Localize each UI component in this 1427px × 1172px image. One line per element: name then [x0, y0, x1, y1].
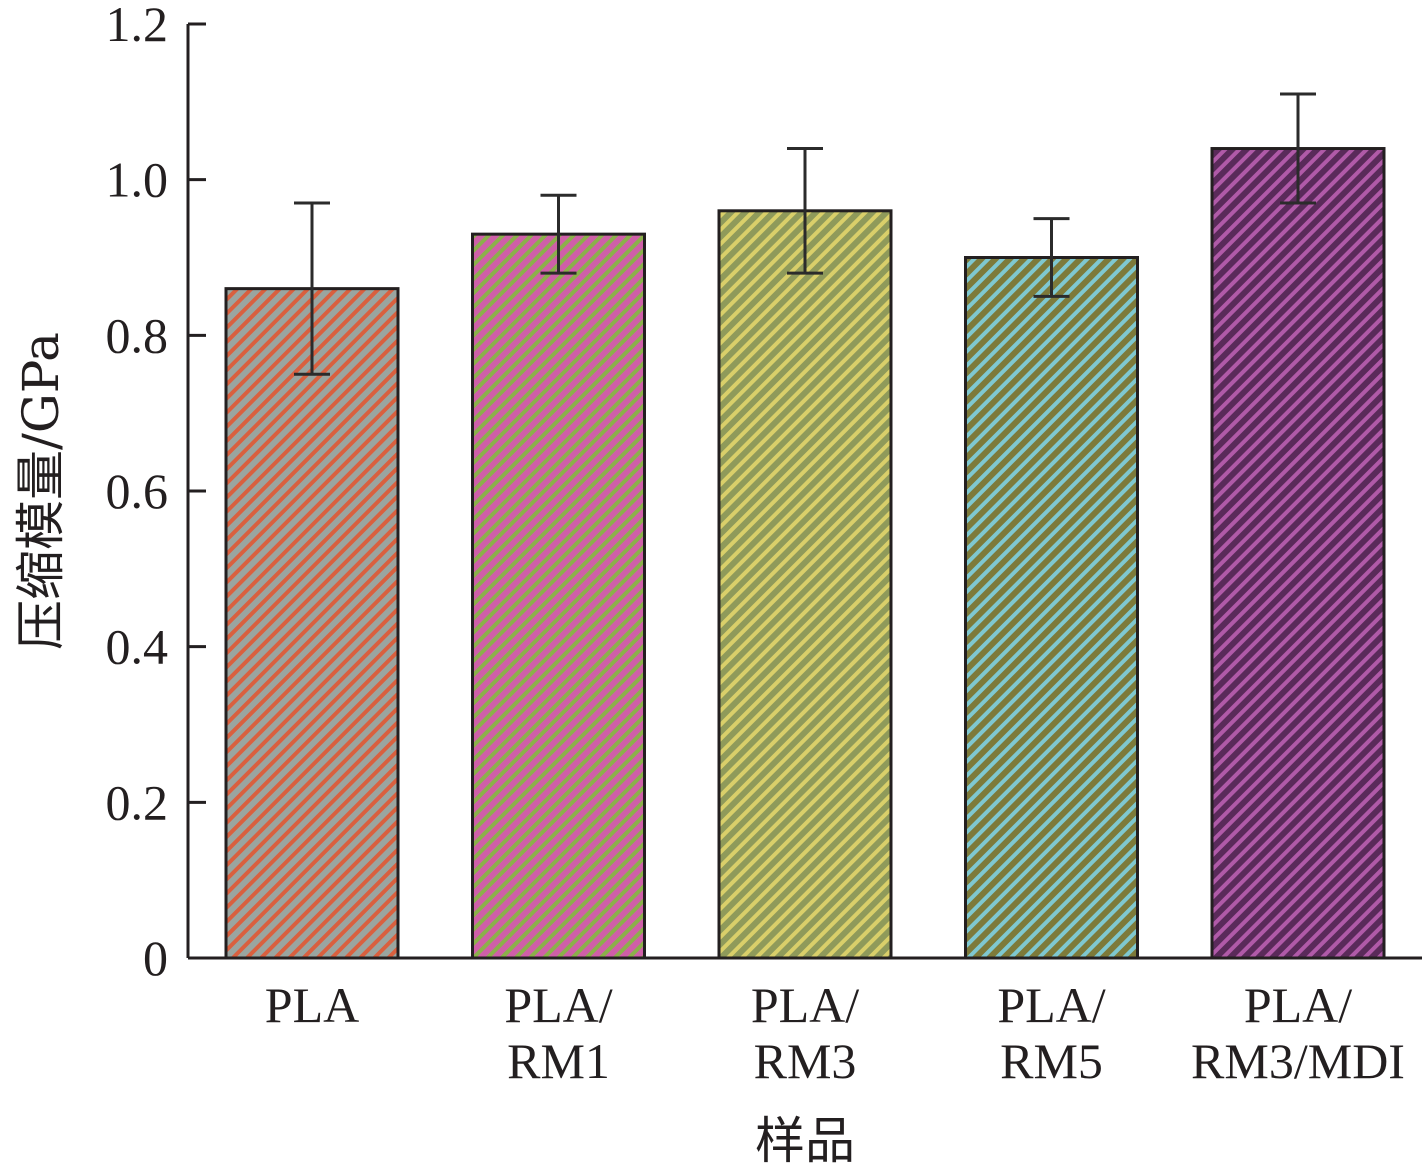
bar — [473, 234, 645, 958]
x-tick-label: PLA/RM3/MDI — [1191, 977, 1405, 1089]
x-axis-title: 样品 — [755, 1112, 855, 1170]
y-tick-label: 1.0 — [106, 152, 169, 208]
bar — [966, 258, 1138, 959]
x-tick-label: PLA/RM3 — [751, 977, 859, 1089]
y-tick-label: 0.2 — [106, 774, 169, 830]
y-axis-title: 压缩模量/GPa — [12, 332, 70, 650]
y-tick-label: 0.4 — [106, 619, 169, 675]
bar — [719, 211, 891, 958]
y-tick-label: 0.8 — [106, 307, 169, 363]
y-tick-label: 0.6 — [106, 463, 169, 519]
y-tick-label: 1.2 — [106, 0, 169, 52]
bar-chart: 0 0.2 0.4 0.6 0.8 1.0 1.2 PLA PLA/RM1 PLA/RM3 PLA… — [0, 0, 1427, 1172]
chart: 0 0.2 0.4 0.6 0.8 1.0 1.2 PLA PLA/RM1 PLA/RM3 PLA… — [0, 0, 1427, 1172]
x-tick-label: PLA — [265, 977, 359, 1033]
bar — [226, 289, 398, 958]
x-tick-label: PLA/RM1 — [504, 977, 612, 1089]
bar — [1212, 149, 1384, 958]
y-tick-label: 0 — [143, 930, 168, 986]
x-tick-label: PLA/RM5 — [997, 977, 1105, 1089]
